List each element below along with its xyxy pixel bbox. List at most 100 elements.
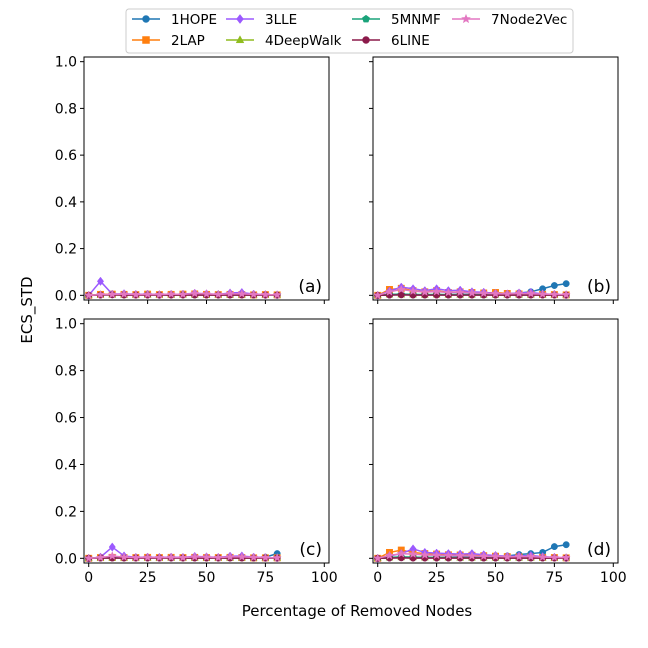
data-point [225, 552, 235, 561]
legend-entry-4deepwalk: 4DeepWalk [226, 33, 342, 49]
legend-marker [362, 36, 370, 44]
data-point [550, 543, 558, 551]
data-point [490, 288, 501, 298]
data-point [526, 288, 536, 298]
data-point [237, 289, 247, 298]
plot-frame [83, 56, 330, 301]
data-point [537, 552, 548, 562]
data-point [107, 551, 117, 560]
x-tick-label: 75 [545, 570, 563, 586]
data-point [443, 287, 454, 297]
data-point [561, 289, 571, 299]
y-tick-label: 0.8 [55, 364, 77, 380]
legend-label: 6LINE [391, 33, 430, 49]
data-point [201, 552, 212, 562]
series-7node2vec [373, 548, 571, 563]
data-point [248, 552, 259, 562]
data-point [408, 549, 418, 559]
data-point [549, 552, 560, 562]
data-point [373, 290, 383, 300]
panel-label: (a) [298, 277, 322, 297]
chart-panel-b: (b) [369, 56, 619, 304]
y-tick-label: 0.4 [55, 195, 77, 211]
plot-frame [372, 318, 619, 564]
data-point [514, 551, 524, 561]
legend-label: 3LLE [265, 12, 297, 28]
data-point [154, 552, 165, 562]
legend-entry-6line: 6LINE [352, 33, 430, 49]
data-point [95, 289, 106, 299]
data-point [96, 276, 105, 286]
data-point [549, 289, 560, 299]
x-tick-label: 100 [311, 570, 338, 586]
legend-marker [142, 36, 150, 44]
x-tick-label: 100 [600, 570, 627, 586]
y-tick-label: 0.2 [55, 242, 77, 258]
x-tick-label: 50 [487, 570, 505, 586]
panels-group: 0.0 0.2 0.4 0.6 0.8 1.0 (a) (b) 0.0 0.2 0.4 0.6 0.8 1… [55, 55, 627, 586]
data-point [550, 282, 558, 289]
data-point [178, 289, 188, 299]
data-point [490, 551, 501, 561]
y-tick-label: 0.6 [55, 148, 77, 164]
data-point [526, 551, 536, 561]
data-point [455, 287, 465, 297]
legend-label: 2LAP [171, 33, 205, 49]
data-point [260, 552, 271, 562]
data-point [178, 552, 188, 562]
data-point [479, 551, 489, 561]
data-point [397, 291, 405, 299]
legend-marker [461, 13, 471, 24]
data-point [420, 287, 430, 296]
x-tick-label: 0 [84, 570, 93, 586]
data-point [502, 289, 512, 298]
data-point [561, 552, 571, 562]
data-point [237, 552, 247, 561]
x-tick-label: 25 [139, 570, 157, 586]
data-point [373, 553, 383, 563]
data-point [514, 288, 524, 298]
data-point [272, 552, 282, 562]
legend-label: 4DeepWalk [265, 33, 342, 49]
legend-marker [362, 14, 370, 23]
legend-marker [142, 15, 150, 23]
panel-label: (b) [587, 277, 611, 297]
plot-frame [372, 56, 619, 301]
data-point [154, 289, 165, 299]
data-point [384, 550, 395, 560]
chart-panel-a: 0.0 0.2 0.4 0.6 0.8 1.0 (a) [55, 55, 330, 304]
data-point [467, 288, 477, 297]
y-tick-label: 0.8 [55, 101, 77, 117]
data-point [107, 289, 117, 299]
x-tick-label: 50 [198, 570, 216, 586]
legend-label: 1HOPE [171, 12, 217, 28]
data-point [142, 552, 153, 562]
legend-label: 7Node2Vec [491, 12, 567, 28]
series-7node2vec [373, 284, 571, 300]
chart-panel-c: 0.0 0.2 0.4 0.6 0.8 1.0 0 25 50 75 100 (c) [55, 317, 338, 586]
data-point [190, 288, 200, 298]
y-axis-label: ECS_STD [18, 276, 37, 343]
data-point [190, 552, 200, 561]
legend-label: 5MNMF [391, 12, 441, 28]
legend-marker [236, 14, 244, 24]
data-point [562, 541, 570, 549]
y-tick-label: 0.6 [55, 411, 77, 427]
data-point [166, 552, 176, 562]
data-point [166, 289, 176, 299]
x-tick-label: 75 [256, 570, 274, 586]
data-point [119, 552, 129, 562]
data-point [384, 286, 395, 296]
legend-entry-5mnmf: 5MNMF [352, 12, 441, 28]
legend-entry-1hope: 1HOPE [132, 12, 217, 28]
y-tick-label: 0.2 [55, 504, 77, 520]
data-point [467, 551, 477, 560]
data-point [248, 289, 259, 299]
y-tick-label: 0.0 [55, 288, 77, 304]
data-point [131, 552, 141, 562]
data-point [420, 550, 430, 559]
data-point [479, 288, 489, 298]
data-point [225, 288, 235, 298]
x-axis-label: Percentage of Removed Nodes [242, 602, 473, 620]
